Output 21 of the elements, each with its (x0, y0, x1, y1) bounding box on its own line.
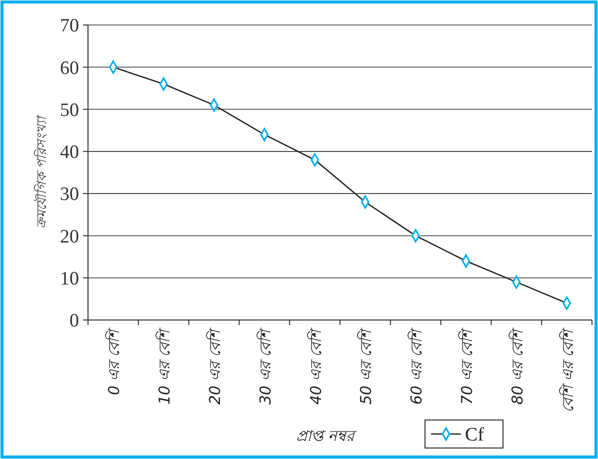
x-tick-label: 20 এর বেশি (206, 327, 224, 405)
x-tick-label: 80 এর বেশি (508, 327, 526, 405)
y-tick-label: 30 (60, 184, 79, 206)
y-tick-label: 60 (60, 58, 79, 79)
x-tick-label: 70 এর বেশি (458, 327, 476, 405)
y-tick-label: 50 (60, 100, 79, 121)
y-axis-title: ক্রমযৌগিক পরিসংখ্যা (33, 113, 50, 229)
y-tick-label: 10 (60, 268, 79, 290)
x-tick-label: বেশি এর বেশি (558, 327, 577, 413)
x-tick-label: 0 এর বেশি (105, 327, 124, 396)
y-tick-label: 20 (60, 226, 79, 248)
x-tick-label: 40 এর বেশি (306, 327, 325, 405)
x-tick-label: 10 এর বেশি (156, 327, 174, 405)
x-tick-label: 50 এর বেশি (357, 327, 376, 405)
y-tick-label: 0 (70, 310, 79, 332)
legend-label: Cf (465, 424, 485, 446)
x-tick-label: 60 এর বেশি (408, 327, 426, 405)
x-axis-title: প্রাপ্ত নম্বর (296, 427, 357, 445)
y-tick-label: 70 (60, 16, 79, 37)
x-tick-label: 30 এর বেশি (256, 327, 274, 405)
y-tick-label: 40 (60, 142, 79, 164)
